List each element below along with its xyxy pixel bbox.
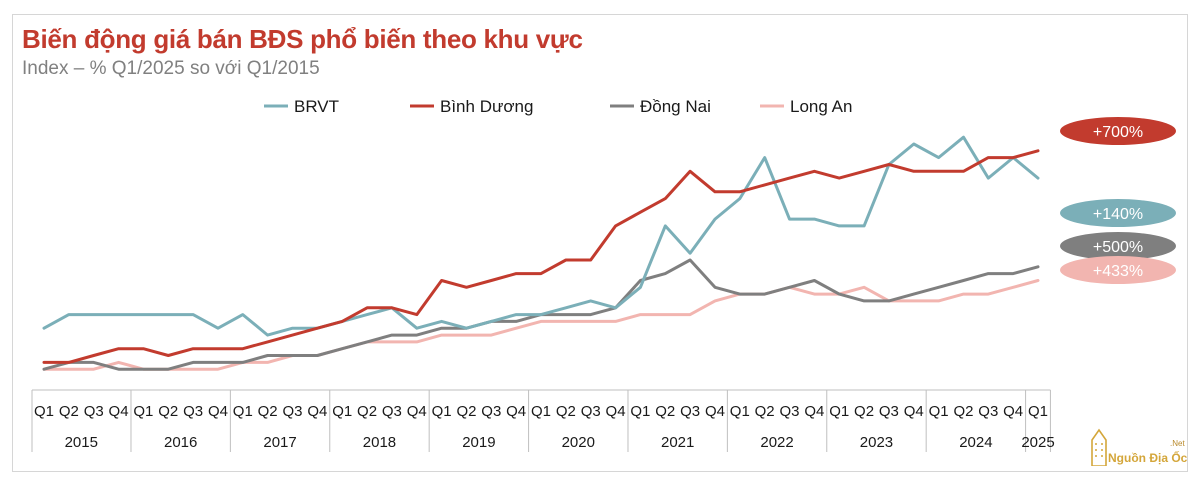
x-tick-label: Q3 <box>84 403 104 420</box>
x-year-label: 2020 <box>562 434 595 451</box>
x-tick-label: Q1 <box>929 403 949 420</box>
x-tick-label: Q2 <box>158 403 178 420</box>
watermark-brand: Nguồn Địa Ốc <box>1108 451 1188 465</box>
end-label-badge <box>1060 117 1176 145</box>
x-year-label: 2016 <box>164 434 197 451</box>
x-tick-label: Q4 <box>904 403 924 420</box>
end-label-text: +700% <box>1093 124 1143 141</box>
chart-title: Biến động giá bán BĐS phổ biến theo khu … <box>22 24 583 54</box>
x-tick-label: Q4 <box>208 403 228 420</box>
x-tick-label: Q1 <box>829 403 849 420</box>
x-tick-label: Q3 <box>481 403 501 420</box>
end-label-badge <box>1060 199 1176 227</box>
x-year-label: 2021 <box>661 434 694 451</box>
x-tick-label: Q4 <box>109 403 129 420</box>
x-tick-label: Q4 <box>506 403 526 420</box>
x-year-label: 2023 <box>860 434 893 451</box>
x-tick-label: Q4 <box>606 403 626 420</box>
x-tick-label: Q3 <box>680 403 700 420</box>
x-tick-label: Q4 <box>307 403 327 420</box>
x-tick-label: Q1 <box>332 403 352 420</box>
x-tick-label: Q4 <box>705 403 725 420</box>
x-tick-label: Q2 <box>357 403 377 420</box>
x-tick-label: Q2 <box>59 403 79 420</box>
watermark-logo: .Net Nguồn Địa Ốc <box>1088 424 1188 468</box>
end-label-text: +500% <box>1093 239 1143 256</box>
end-label-badge <box>1060 232 1176 260</box>
series-line <box>42 279 1040 371</box>
chart-frame <box>12 14 1188 472</box>
x-tick-label: Q2 <box>556 403 576 420</box>
x-tick-label: Q2 <box>655 403 675 420</box>
x-year-label: 2022 <box>760 434 793 451</box>
series-line <box>42 149 1040 364</box>
series-line <box>42 135 1040 337</box>
x-tick-label: Q2 <box>258 403 278 420</box>
x-tick-label: Q1 <box>34 403 54 420</box>
building-icon <box>1091 428 1107 466</box>
x-tick-label: Q1 <box>233 403 253 420</box>
x-year-label: 2015 <box>65 434 98 451</box>
x-tick-label: Q4 <box>407 403 427 420</box>
x-year-label: 2017 <box>263 434 296 451</box>
x-tick-label: Q3 <box>382 403 402 420</box>
legend-label: Bình Dương <box>440 97 533 116</box>
x-tick-label: Q3 <box>779 403 799 420</box>
chart-subtitle: Index – % Q1/2025 so với Q1/2015 <box>22 58 320 79</box>
watermark-suffix: .Net <box>1170 439 1185 448</box>
end-label-text: +140% <box>1093 206 1143 223</box>
x-tick-label: Q1 <box>531 403 551 420</box>
x-tick-label: Q3 <box>879 403 899 420</box>
legend-label: Long An <box>790 97 852 116</box>
legend-label: BRVT <box>294 97 339 116</box>
x-tick-label: Q1 <box>1028 403 1048 420</box>
x-year-label: 2024 <box>959 434 992 451</box>
legend-label: Đồng Nai <box>640 97 711 116</box>
x-tick-label: Q1 <box>630 403 650 420</box>
x-tick-label: Q2 <box>755 403 775 420</box>
x-tick-label: Q1 <box>133 403 153 420</box>
x-tick-label: Q1 <box>730 403 750 420</box>
x-year-label: 2018 <box>363 434 396 451</box>
x-tick-label: Q3 <box>581 403 601 420</box>
end-label-badge <box>1060 256 1176 284</box>
x-tick-label: Q2 <box>456 403 476 420</box>
x-tick-label: Q1 <box>432 403 452 420</box>
x-year-label: 2025 <box>1021 434 1054 451</box>
end-label-text: +433% <box>1093 263 1143 280</box>
x-tick-label: Q3 <box>978 403 998 420</box>
x-tick-label: Q3 <box>282 403 302 420</box>
x-tick-label: Q4 <box>804 403 824 420</box>
x-tick-label: Q2 <box>953 403 973 420</box>
x-tick-label: Q3 <box>183 403 203 420</box>
x-tick-label: Q4 <box>1003 403 1023 420</box>
x-year-label: 2019 <box>462 434 495 451</box>
x-tick-label: Q2 <box>854 403 874 420</box>
